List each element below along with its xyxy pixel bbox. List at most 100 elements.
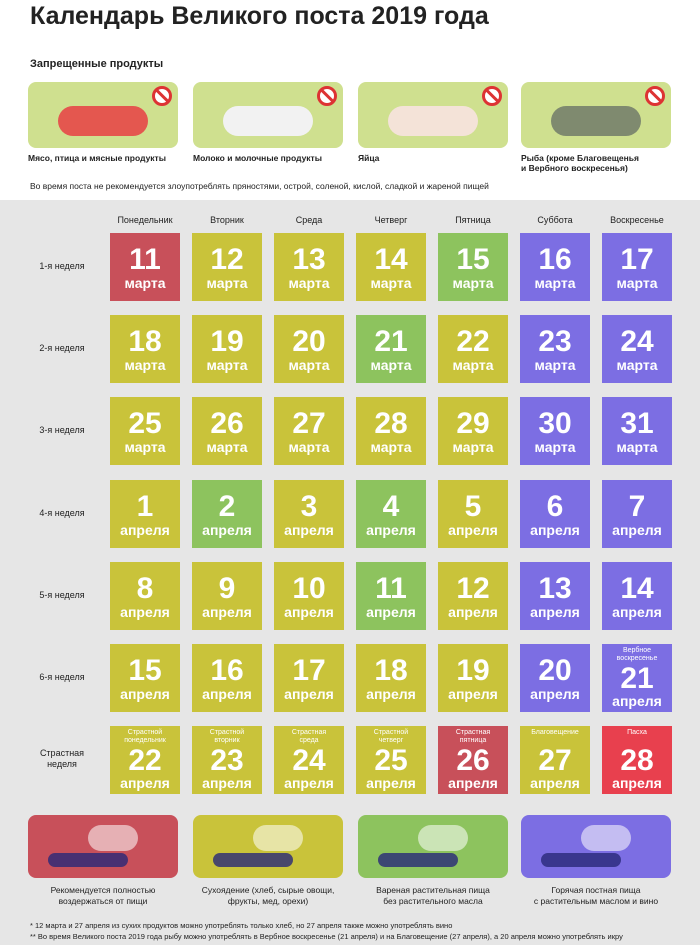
day-month: марта [206, 439, 248, 455]
week-label: 4-я неделя [39, 508, 85, 518]
day-number: 22 [456, 325, 490, 358]
day-cell: 1 апреля [110, 480, 180, 548]
day-header: Суббота [537, 215, 573, 225]
day-number: 20 [292, 325, 326, 358]
day-month: апреля [284, 522, 334, 538]
day-cell: 14 апреля [602, 562, 672, 630]
day-header: Пятница [455, 215, 491, 225]
day-number: 31 [620, 407, 654, 440]
dish-shape [378, 853, 458, 867]
day-cell: 17 марта [602, 233, 672, 301]
day-month: марта [370, 439, 412, 455]
day-month: марта [288, 439, 330, 455]
forbidden-item-image [28, 82, 178, 148]
day-month: апреля [120, 522, 170, 538]
day-number: 8 [136, 572, 154, 605]
day-number: 22 [128, 744, 162, 777]
day-cell: Страстной понедельник 22 апреля [110, 726, 180, 794]
day-month: марта [616, 275, 658, 291]
day-cell: 2 апреля [192, 480, 262, 548]
food-shape [253, 825, 303, 851]
day-cell: 12 апреля [438, 562, 508, 630]
day-number: 24 [292, 744, 326, 777]
legend-label: Вареная растительная пища без растительн… [376, 885, 490, 906]
day-month: апреля [120, 686, 170, 702]
day-month: апреля [366, 775, 416, 791]
day-number: 23 [538, 325, 572, 358]
forbidden-item-image [358, 82, 508, 148]
day-number: 9 [218, 572, 236, 605]
day-number: 18 [128, 325, 162, 358]
day-month: марта [452, 439, 494, 455]
day-cell: 5 апреля [438, 480, 508, 548]
day-cell: 10 апреля [274, 562, 344, 630]
footnote: * 12 марта и 27 апреля из сухих продукто… [30, 921, 453, 930]
food-shape [418, 825, 468, 851]
day-number: 15 [456, 243, 490, 276]
day-cell: 27 марта [274, 397, 344, 465]
day-number: 17 [292, 654, 326, 687]
day-month: марта [288, 275, 330, 291]
day-header: Воскресенье [610, 215, 664, 225]
day-cell: Страстная среда 24 апреля [274, 726, 344, 794]
day-cell: 31 марта [602, 397, 672, 465]
forbidden-item-label: Рыба (кроме Благовещенья и Вербного воск… [521, 153, 639, 173]
day-cell: 22 марта [438, 315, 508, 383]
day-number: 6 [546, 490, 564, 523]
forbidden-heading: Запрещенные продукты [30, 58, 164, 70]
week-label: 5-я неделя [39, 590, 85, 600]
day-month: марта [288, 357, 330, 373]
day-month: марта [124, 439, 166, 455]
day-cell: 25 марта [110, 397, 180, 465]
day-number: 12 [210, 243, 244, 276]
day-note: Страстной четверг [373, 729, 409, 744]
prohibition-icon [152, 86, 172, 106]
day-cell: 20 марта [274, 315, 344, 383]
dish-shape [213, 853, 293, 867]
day-number: 18 [374, 654, 408, 687]
day-month: апреля [202, 522, 252, 538]
day-cell: 21 марта [356, 315, 426, 383]
day-month: апреля [120, 604, 170, 620]
food-shape [551, 106, 641, 136]
day-number: 16 [538, 243, 572, 276]
day-month: апреля [448, 604, 498, 620]
day-cell: 9 апреля [192, 562, 262, 630]
forbidden-note: Во время поста не рекомендуется злоупотр… [30, 181, 489, 191]
day-cell: 12 марта [192, 233, 262, 301]
day-header: Среда [295, 215, 323, 225]
day-cell: 16 марта [520, 233, 590, 301]
day-number: 17 [620, 243, 654, 276]
food-shape [88, 825, 138, 851]
day-month: марта [534, 275, 576, 291]
day-month: апреля [448, 686, 498, 702]
day-month: марта [616, 439, 658, 455]
week-label: 6-я неделя [39, 672, 85, 682]
day-number: 13 [538, 572, 572, 605]
day-cell: 23 марта [520, 315, 590, 383]
day-month: апреля [366, 686, 416, 702]
day-cell: 20 апреля [520, 644, 590, 712]
legend-image [193, 815, 343, 878]
week-label: 1-я неделя [39, 261, 85, 271]
week-label: 2-я неделя [39, 343, 85, 353]
day-month: апреля [448, 775, 498, 791]
day-number: 12 [456, 572, 490, 605]
day-month: марта [370, 275, 412, 291]
prohibition-icon [317, 86, 337, 106]
day-note: Пасха [627, 729, 647, 736]
day-cell: 4 апреля [356, 480, 426, 548]
day-number: 11 [375, 572, 407, 605]
day-number: 20 [538, 654, 572, 687]
forbidden-item-label: Молоко и молочные продукты [193, 153, 322, 163]
day-month: апреля [284, 604, 334, 620]
day-number: 14 [374, 243, 408, 276]
day-cell: 29 марта [438, 397, 508, 465]
day-cell: 6 апреля [520, 480, 590, 548]
day-cell: 13 апреля [520, 562, 590, 630]
day-number: 23 [210, 744, 244, 777]
day-month: апреля [366, 522, 416, 538]
day-cell: 8 апреля [110, 562, 180, 630]
day-month: апреля [202, 686, 252, 702]
